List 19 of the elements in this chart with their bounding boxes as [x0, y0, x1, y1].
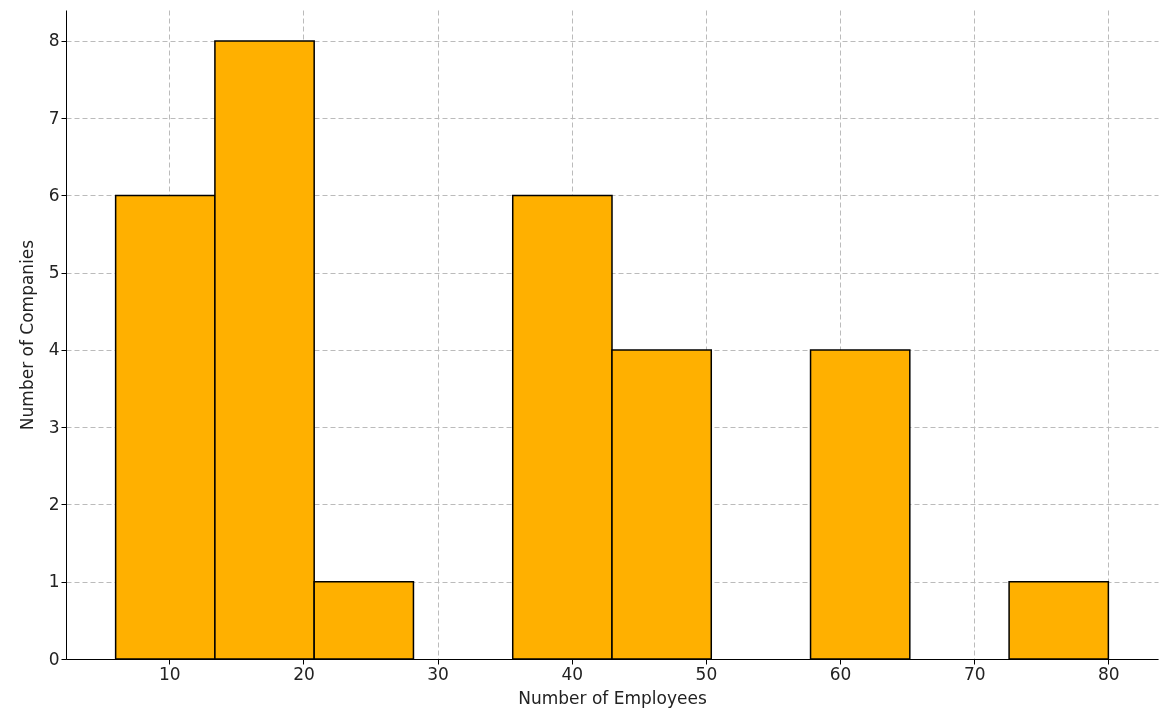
x-tick-label: 80 [1098, 663, 1120, 684]
y-tick-label: 2 [48, 493, 60, 514]
x-tick-label: 40 [561, 663, 584, 684]
y-tick-label: 1 [48, 571, 60, 592]
x-axis-title: Number of Employees [518, 687, 707, 708]
y-tick-label: 7 [48, 107, 60, 128]
y-tick-label: 6 [48, 184, 60, 205]
x-tick-label: 70 [963, 663, 986, 684]
x-tick-label: 60 [829, 663, 852, 684]
y-tick-label: 3 [48, 416, 60, 437]
x-tick-label: 50 [695, 663, 718, 684]
y-axis-title: Number of Companies [16, 239, 37, 431]
y-tick-label: 0 [48, 648, 60, 669]
x-tick-label: 20 [293, 663, 315, 684]
y-tick-label: 8 [48, 30, 60, 51]
x-tick-label: 10 [158, 663, 181, 684]
y-tick-label: 4 [48, 339, 60, 360]
y-tick-label: 5 [48, 262, 60, 283]
x-tick-label: 30 [427, 663, 449, 684]
